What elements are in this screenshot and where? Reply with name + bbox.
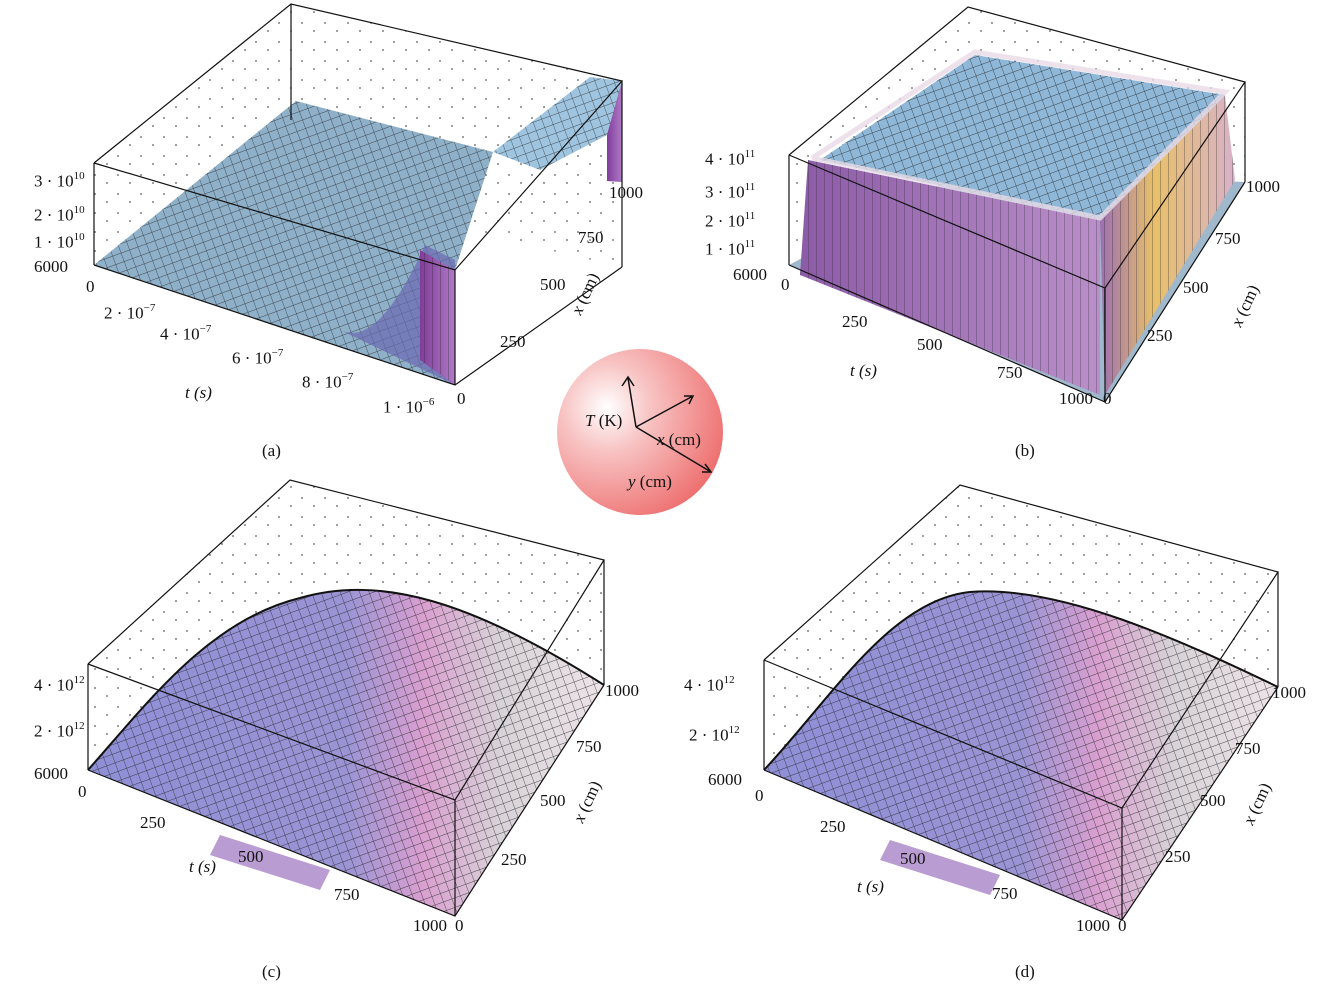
b-x-tick-0: 0: [1103, 389, 1112, 408]
b-t-tick-3: 750: [997, 363, 1023, 382]
c-x-tick-4: 1000: [605, 681, 639, 700]
c-z-tick-1: 2 · 1012: [34, 720, 85, 741]
d-t-tick-2: 500: [900, 849, 926, 868]
c-x-tick-3: 750: [576, 737, 602, 756]
d-x-tick-3: 750: [1235, 739, 1261, 758]
panel-b-surface-plot: [788, 6, 1246, 403]
b-t-tick-0: 0: [781, 275, 790, 294]
c-t-tick-1: 250: [140, 813, 166, 832]
b-x-tick-2: 500: [1183, 278, 1209, 297]
d-t-tick-0: 0: [755, 786, 764, 805]
d-z-tick-0: 6000: [708, 770, 742, 789]
c-z-tick-0: 6000: [34, 764, 68, 783]
a-t-tick-3: 6 · 10−7: [232, 347, 284, 368]
a-t-tick-5: 1 · 10−6: [383, 396, 435, 417]
a-t-axis-label: t (s): [185, 383, 212, 402]
b-z-tick-2: 2 · 1011: [705, 210, 756, 231]
c-t-tick-4: 1000: [413, 916, 447, 935]
c-x-tick-2: 500: [540, 791, 566, 810]
b-z-tick-1: 1 · 1011: [705, 238, 756, 259]
axes-legend-sphere: [557, 349, 723, 515]
b-z-tick-0: 6000: [733, 265, 767, 284]
d-t-axis-label: t (s): [857, 877, 884, 896]
a-z-tick-3: 3 · 1010: [34, 170, 85, 191]
b-t-tick-4: 1000: [1059, 389, 1093, 408]
d-x-tick-2: 500: [1200, 791, 1226, 810]
a-x-tick-4: 1000: [609, 183, 643, 202]
d-t-tick-3: 750: [992, 884, 1018, 903]
b-x-tick-3: 750: [1215, 229, 1241, 248]
legend-x-label: x (cm): [657, 430, 701, 449]
a-x-tick-2: 500: [540, 275, 566, 294]
d-t-tick-1: 250: [820, 817, 846, 836]
c-x-tick-0: 0: [455, 916, 464, 935]
b-t-tick-2: 500: [917, 335, 943, 354]
d-z-tick-2: 4 · 1012: [684, 674, 735, 695]
d-t-tick-4: 1000: [1076, 916, 1110, 935]
a-t-tick-0: 0: [86, 277, 95, 296]
legend-t-label: T (K): [585, 411, 623, 430]
b-t-tick-1: 250: [842, 312, 868, 331]
c-x-tick-1: 250: [501, 850, 527, 869]
d-z-tick-1: 2 · 1012: [689, 724, 740, 745]
panel-d-surface-plot: [763, 484, 1279, 921]
b-x-tick-4: 1000: [1246, 177, 1280, 196]
caption-d: (d): [1015, 962, 1035, 981]
a-z-tick-2: 2 · 1010: [34, 204, 85, 225]
caption-b: (b): [1015, 441, 1035, 460]
a-x-tick-0: 0: [457, 389, 466, 408]
d-x-tick-0: 0: [1118, 916, 1127, 935]
c-t-tick-2: 500: [238, 847, 264, 866]
b-t-axis-label: t (s): [850, 361, 877, 380]
a-t-tick-2: 4 · 10−7: [160, 323, 212, 344]
a-t-tick-1: 2 · 10−7: [104, 302, 156, 323]
d-x-tick-1: 250: [1165, 847, 1191, 866]
c-t-axis-label: t (s): [189, 857, 216, 876]
b-x-tick-1: 250: [1147, 326, 1173, 345]
c-t-tick-3: 750: [334, 885, 360, 904]
c-t-tick-0: 0: [78, 782, 87, 801]
caption-a: (a): [262, 441, 281, 460]
a-x-tick-3: 750: [578, 228, 604, 247]
b-z-tick-4: 4 · 1011: [705, 148, 756, 169]
d-x-tick-4: 1000: [1272, 683, 1306, 702]
legend-y-label: y (cm): [628, 472, 672, 491]
a-t-tick-4: 8 · 10−7: [302, 371, 354, 392]
b-z-tick-3: 3 · 1011: [705, 181, 756, 202]
caption-c: (c): [262, 962, 281, 981]
a-z-tick-0: 6000: [34, 257, 68, 276]
panel-c-surface-plot: [87, 479, 605, 917]
panel-a-surface-plot: [93, 3, 624, 386]
c-z-tick-2: 4 · 1012: [34, 674, 85, 695]
a-z-tick-1: 1 · 1010: [34, 231, 85, 252]
a-x-tick-1: 250: [500, 332, 526, 351]
